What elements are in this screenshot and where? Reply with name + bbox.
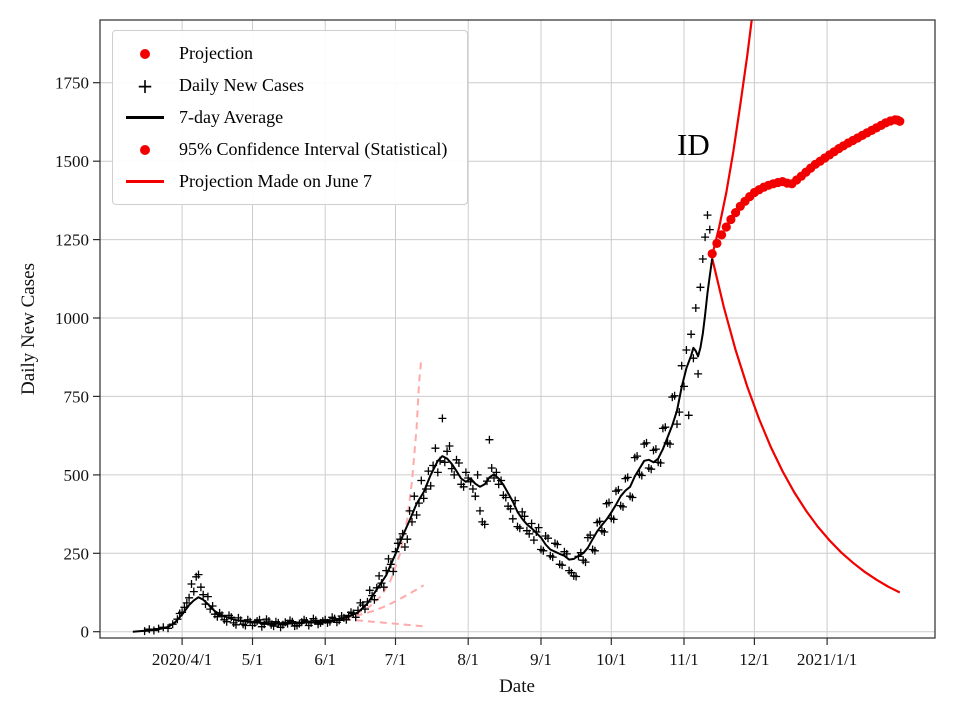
legend-label: Projection Made on June 7	[179, 171, 372, 191]
projection-dot	[726, 214, 736, 225]
line-marker-icon	[123, 180, 167, 183]
legend-item: + Daily New Cases	[123, 72, 447, 99]
y-tick-label: 1250	[55, 231, 89, 250]
dot-marker-icon	[140, 48, 150, 59]
plot-frame	[99, 19, 936, 639]
dot-marker-icon	[123, 48, 167, 59]
projection-dot	[707, 249, 717, 259]
dot-marker-icon	[140, 144, 150, 155]
legend-item: Projection	[123, 40, 447, 67]
chart-legend: Projection + Daily New Cases 7-day Average 9…	[112, 30, 469, 205]
y-tick-label: 0	[81, 623, 90, 642]
june7-projection-line	[343, 618, 424, 628]
y-tick-label: 1000	[55, 309, 89, 328]
june7-projection-line	[343, 358, 423, 619]
x-tick-label: 11/1	[669, 650, 699, 669]
y-tick-label: 1750	[55, 74, 89, 93]
chart-annotation: ID	[677, 127, 710, 162]
x-tick-label: 10/1	[596, 650, 626, 669]
daily-cases-scatter	[140, 211, 714, 636]
legend-label: 95% Confidence Interval (Statistical)	[179, 139, 448, 159]
legend-label: Daily New Cases	[179, 75, 304, 95]
x-tick-label: 7/1	[385, 650, 407, 669]
line-marker-icon	[126, 116, 164, 119]
legend-item: Projection Made on June 7	[123, 168, 447, 195]
plus-marker-icon: +	[136, 73, 154, 98]
line-marker-icon	[126, 180, 164, 183]
legend-item: 95% Confidence Interval (Statistical)	[123, 136, 447, 163]
x-tick-label: 2020/4/1	[152, 650, 212, 669]
x-tick-label: 8/1	[457, 650, 479, 669]
legend-label: 7-day Average	[179, 107, 284, 127]
series-group	[132, 20, 905, 636]
x-tick-label: 6/1	[314, 650, 336, 669]
ci-upper-line	[711, 20, 753, 256]
y-tick-label: 1500	[55, 152, 89, 171]
projection-dot	[712, 238, 722, 248]
x-tick-label: 5/1	[242, 650, 264, 669]
y-tick-label: 750	[64, 387, 90, 406]
legend-label: Projection	[179, 43, 253, 63]
x-axis-label: Date	[499, 676, 535, 697]
dot-marker-icon	[123, 144, 167, 155]
ci-lower-line	[711, 258, 901, 594]
y-axis-label: Daily New Cases	[18, 263, 39, 395]
legend-item: 7-day Average	[123, 104, 447, 131]
june7-projection-line	[343, 584, 425, 620]
projection-dot	[895, 116, 905, 126]
projection-dot	[717, 230, 727, 240]
x-tick-label: 9/1	[530, 650, 552, 669]
line-marker-icon	[123, 116, 167, 119]
seven-day-average-line	[132, 258, 714, 633]
y-tick-label: 250	[64, 544, 90, 563]
y-tick-label: 500	[64, 466, 90, 485]
x-tick-label: 2021/1/1	[797, 650, 857, 669]
projection-dot	[721, 222, 731, 232]
projection-dot	[731, 208, 741, 218]
x-tick-label: 12/1	[739, 650, 769, 669]
